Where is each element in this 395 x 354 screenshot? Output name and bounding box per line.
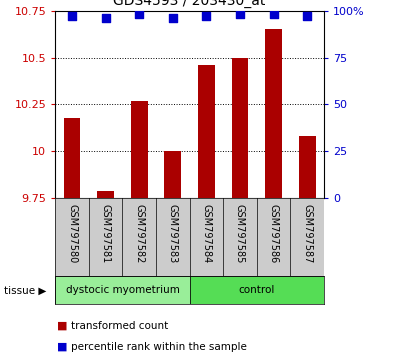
Text: transformed count: transformed count xyxy=(71,321,168,331)
Point xyxy=(103,15,109,21)
Point xyxy=(203,13,209,19)
Text: percentile rank within the sample: percentile rank within the sample xyxy=(71,342,247,352)
Text: control: control xyxy=(239,285,275,295)
Bar xyxy=(64,118,81,198)
Bar xyxy=(97,191,114,198)
Text: GSM797585: GSM797585 xyxy=(235,205,245,264)
Bar xyxy=(265,29,282,198)
Bar xyxy=(55,276,190,304)
Text: GSM797580: GSM797580 xyxy=(67,205,77,264)
Bar xyxy=(131,101,148,198)
Bar xyxy=(231,57,248,198)
Text: GSM797583: GSM797583 xyxy=(168,205,178,264)
Point xyxy=(170,15,176,21)
Text: tissue ▶: tissue ▶ xyxy=(4,285,46,295)
Point xyxy=(69,13,75,19)
Bar xyxy=(190,276,324,304)
Text: GSM797584: GSM797584 xyxy=(201,205,211,264)
Text: GSM797587: GSM797587 xyxy=(302,205,312,264)
Text: GSM797581: GSM797581 xyxy=(101,205,111,264)
Point xyxy=(304,13,310,19)
Point xyxy=(271,12,277,17)
Point xyxy=(237,12,243,17)
Bar xyxy=(299,136,316,198)
Title: GDS4593 / 203430_at: GDS4593 / 203430_at xyxy=(113,0,266,8)
Bar xyxy=(164,152,181,198)
Bar xyxy=(198,65,215,198)
Text: GSM797582: GSM797582 xyxy=(134,205,144,264)
Text: dystocic myometrium: dystocic myometrium xyxy=(66,285,179,295)
Text: ■: ■ xyxy=(57,321,68,331)
Point xyxy=(136,12,143,17)
Text: ■: ■ xyxy=(57,342,68,352)
Text: GSM797586: GSM797586 xyxy=(269,205,278,264)
